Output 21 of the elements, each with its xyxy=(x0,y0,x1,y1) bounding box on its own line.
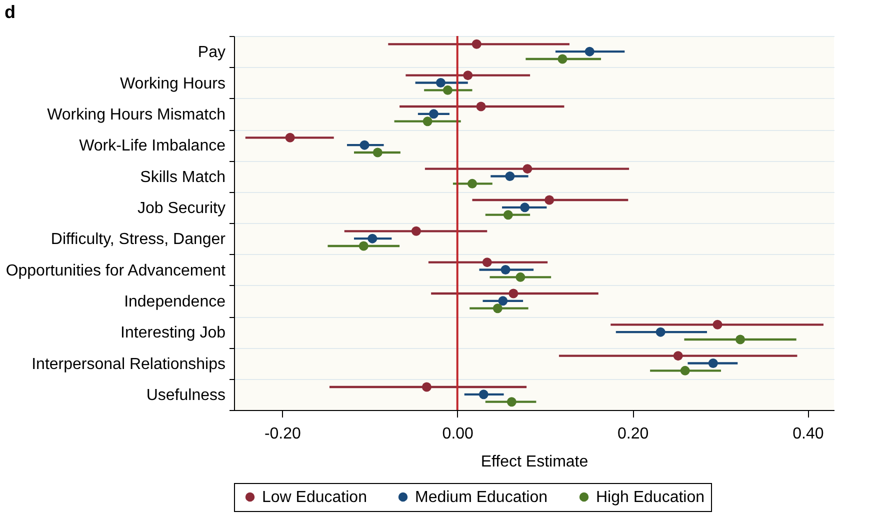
y-tick-label: Interesting Job xyxy=(120,324,226,342)
y-tick-label: Opportunities for Advancement xyxy=(6,262,226,280)
x-axis-title: Effect Estimate xyxy=(480,454,588,470)
x-tick-label: 0.00 xyxy=(442,426,474,442)
x-tick-label: 0.40 xyxy=(792,426,824,442)
legend-label: High Education xyxy=(596,489,705,506)
y-tick-label: Job Security xyxy=(137,200,226,217)
y-tick-label: Independence xyxy=(124,293,226,310)
y-tick-label: Work-Life Imbalance xyxy=(79,138,226,155)
y-tick-label: Working Hours xyxy=(120,75,226,92)
y-tick-label: Usefulness xyxy=(146,386,226,404)
x-tick-label: -0.20 xyxy=(264,426,302,442)
y-tick-label: Skills Match xyxy=(140,168,226,186)
y-tick-label: Difficulty, Stress, Danger xyxy=(50,231,226,248)
y-tick-label: Working Hours Mismatch xyxy=(47,106,226,124)
y-tick-label: Interpersonal Relationships xyxy=(32,356,226,373)
y-tick-label: Pay xyxy=(198,44,226,62)
text: d xyxy=(4,2,16,22)
x-tick-label: 0.20 xyxy=(617,426,649,442)
legend-label: Low Education xyxy=(262,489,367,506)
legend-label: Medium Education xyxy=(415,489,548,506)
